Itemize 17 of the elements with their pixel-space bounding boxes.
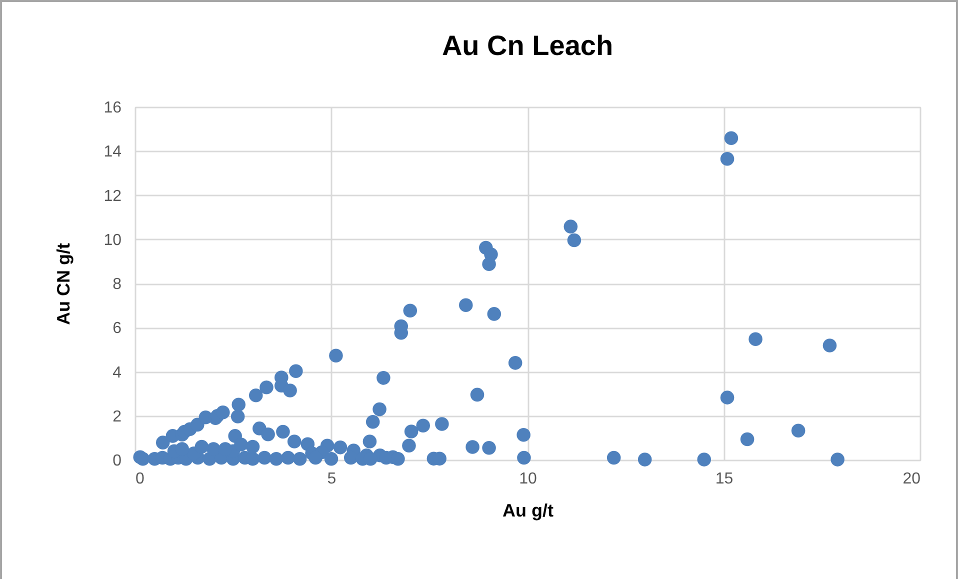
y-tick-label: 4	[112, 364, 122, 382]
x-tick-label: 5	[327, 470, 336, 488]
x-tick-label: 15	[715, 470, 734, 488]
x-axis-title: Au g/t	[502, 500, 554, 520]
y-tick-label: 10	[104, 232, 122, 249]
y-tick-label: 12	[104, 188, 122, 205]
y-tick-label: 16	[104, 100, 122, 116]
chart-title: Au Cn Leach	[442, 30, 614, 61]
x-tick-label: 0	[136, 470, 144, 488]
y-tick-label: 0	[112, 452, 122, 470]
y-axis-title: Au CN g/t	[54, 243, 74, 325]
y-tick-label: 8	[112, 276, 122, 293]
y-tick-label: 2	[112, 408, 122, 426]
x-tick-label: 20	[902, 470, 921, 488]
y-tick-label: 6	[112, 320, 122, 338]
x-tick-label: 10	[519, 470, 537, 488]
y-tick-label: 14	[104, 144, 122, 161]
